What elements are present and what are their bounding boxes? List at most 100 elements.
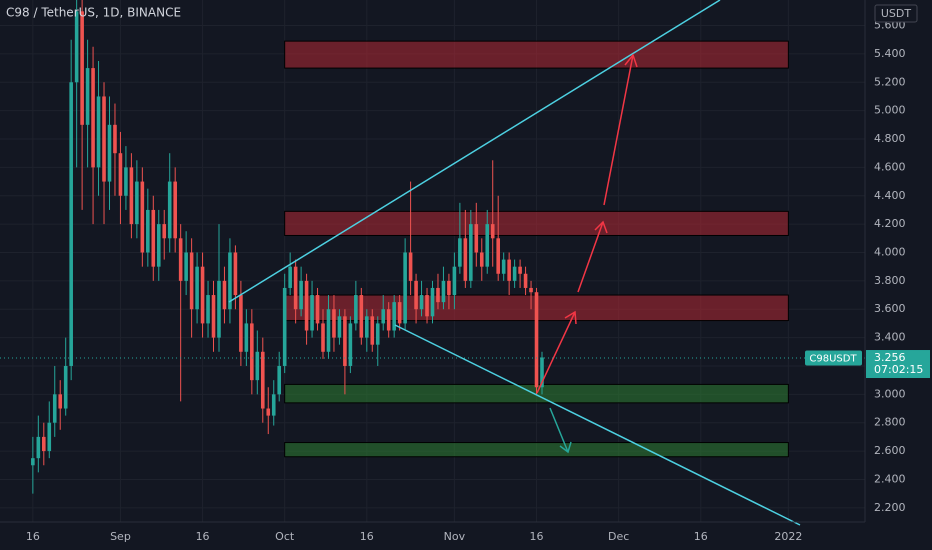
candle-body xyxy=(397,302,402,324)
candle-body xyxy=(228,252,232,310)
candle-body xyxy=(419,295,424,310)
price: 3.256 xyxy=(874,351,906,364)
candle-body xyxy=(474,224,479,253)
candle-body xyxy=(255,351,260,381)
candle-body xyxy=(189,252,194,310)
y-tick-label: 4.400 xyxy=(874,189,906,202)
candle-body xyxy=(36,436,41,459)
candle-body xyxy=(113,124,117,154)
price-axis xyxy=(865,0,932,550)
x-tick-label: 2022 xyxy=(774,530,802,543)
candle-body xyxy=(452,266,457,296)
candle-body xyxy=(496,238,500,274)
y-tick-label: 4.200 xyxy=(874,217,906,230)
candle-body xyxy=(277,365,282,395)
candle-body xyxy=(129,167,134,225)
candle-body xyxy=(485,224,490,267)
y-tick-label: 5.400 xyxy=(874,47,906,60)
candle-body xyxy=(332,309,336,338)
y-tick-label: 4.800 xyxy=(874,132,906,145)
candle-body xyxy=(365,316,369,338)
candle-body xyxy=(348,323,353,366)
y-tick-label: 5.200 xyxy=(874,75,906,88)
candle-body xyxy=(501,259,506,274)
y-tick-label: 2.200 xyxy=(874,501,906,514)
x-tick-label: 16 xyxy=(694,530,708,543)
candle-body xyxy=(124,167,128,196)
candle-body xyxy=(96,96,101,168)
candle-body xyxy=(430,287,435,317)
candle-body xyxy=(512,266,517,281)
candle-body xyxy=(479,252,484,267)
candle-body xyxy=(102,96,106,182)
candle-body xyxy=(414,280,418,310)
candle-body xyxy=(425,295,429,317)
x-tick-label: 16 xyxy=(196,530,210,543)
candle-body xyxy=(146,209,150,253)
candle-body xyxy=(195,266,199,310)
candle-body xyxy=(321,323,325,352)
candle-body xyxy=(244,323,249,352)
candle-body xyxy=(375,323,380,345)
x-tick-label: 16 xyxy=(360,530,374,543)
candle-body xyxy=(507,259,511,281)
candle-body xyxy=(178,238,183,281)
candle-body xyxy=(282,287,287,366)
arrow xyxy=(536,311,576,394)
arrow xyxy=(603,54,634,206)
candle-body xyxy=(41,436,46,452)
candle-body xyxy=(80,11,84,125)
candle-body xyxy=(534,292,539,388)
candle-body xyxy=(386,309,391,331)
candle-body xyxy=(47,422,52,452)
y-tick-label: 2.400 xyxy=(874,472,906,485)
y-tick-label: 2.800 xyxy=(874,416,906,429)
candle-body xyxy=(326,309,331,352)
candle-body xyxy=(458,238,462,267)
candle-body xyxy=(184,252,188,281)
symbol-box xyxy=(805,350,862,366)
candle-body xyxy=(447,280,451,296)
candle-body xyxy=(293,266,298,310)
candle-body xyxy=(518,266,522,274)
candle-body xyxy=(107,124,112,182)
candles xyxy=(31,0,544,494)
candle-body xyxy=(288,266,292,288)
candle-body xyxy=(271,394,276,416)
y-tick-label: 3.000 xyxy=(874,387,906,400)
candle-body xyxy=(469,224,473,281)
countdown: 07:02:15 xyxy=(874,363,923,376)
y-tick-label: 3.400 xyxy=(874,331,906,344)
candle-body xyxy=(299,280,303,310)
candle-body xyxy=(135,181,139,225)
candle-body xyxy=(436,287,440,303)
candle-body xyxy=(140,181,145,253)
candle-body xyxy=(222,280,227,310)
candle-body xyxy=(441,280,446,303)
y-tick-label: 4.000 xyxy=(874,245,906,258)
zone xyxy=(284,40,789,69)
candle-body xyxy=(151,209,156,267)
x-tick-label: 16 xyxy=(530,530,544,543)
drawings xyxy=(228,0,801,526)
candle-body xyxy=(337,316,342,338)
candle-body xyxy=(63,365,68,409)
candle-body xyxy=(403,252,407,324)
candle-body xyxy=(523,273,528,288)
candle-body xyxy=(162,224,167,239)
candle-body xyxy=(156,224,161,267)
candle-body xyxy=(211,295,216,338)
candle-body xyxy=(266,408,271,416)
arrow-head xyxy=(559,441,572,454)
y-tick-label: 4.600 xyxy=(874,160,906,173)
candle-body xyxy=(540,357,544,388)
price-box xyxy=(866,350,930,379)
candle-body xyxy=(370,316,375,345)
candle-body xyxy=(260,351,265,409)
candle-body xyxy=(310,295,314,331)
candle-body xyxy=(463,238,468,281)
trend-line xyxy=(394,324,801,526)
candle-body xyxy=(381,309,386,324)
price-label: C98USDT 3.256 07:02:15 xyxy=(805,350,930,379)
y-tick-label: 3.800 xyxy=(874,274,906,287)
